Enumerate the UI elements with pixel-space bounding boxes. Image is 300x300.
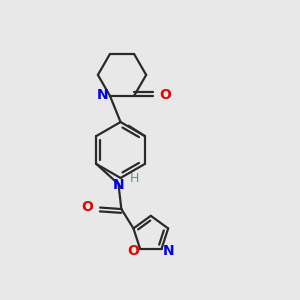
Text: N: N (163, 244, 175, 258)
Text: N: N (112, 178, 124, 193)
Text: O: O (128, 244, 140, 258)
Text: O: O (160, 88, 172, 102)
Text: H: H (130, 172, 139, 185)
Text: N: N (97, 88, 108, 102)
Text: O: O (81, 200, 93, 214)
